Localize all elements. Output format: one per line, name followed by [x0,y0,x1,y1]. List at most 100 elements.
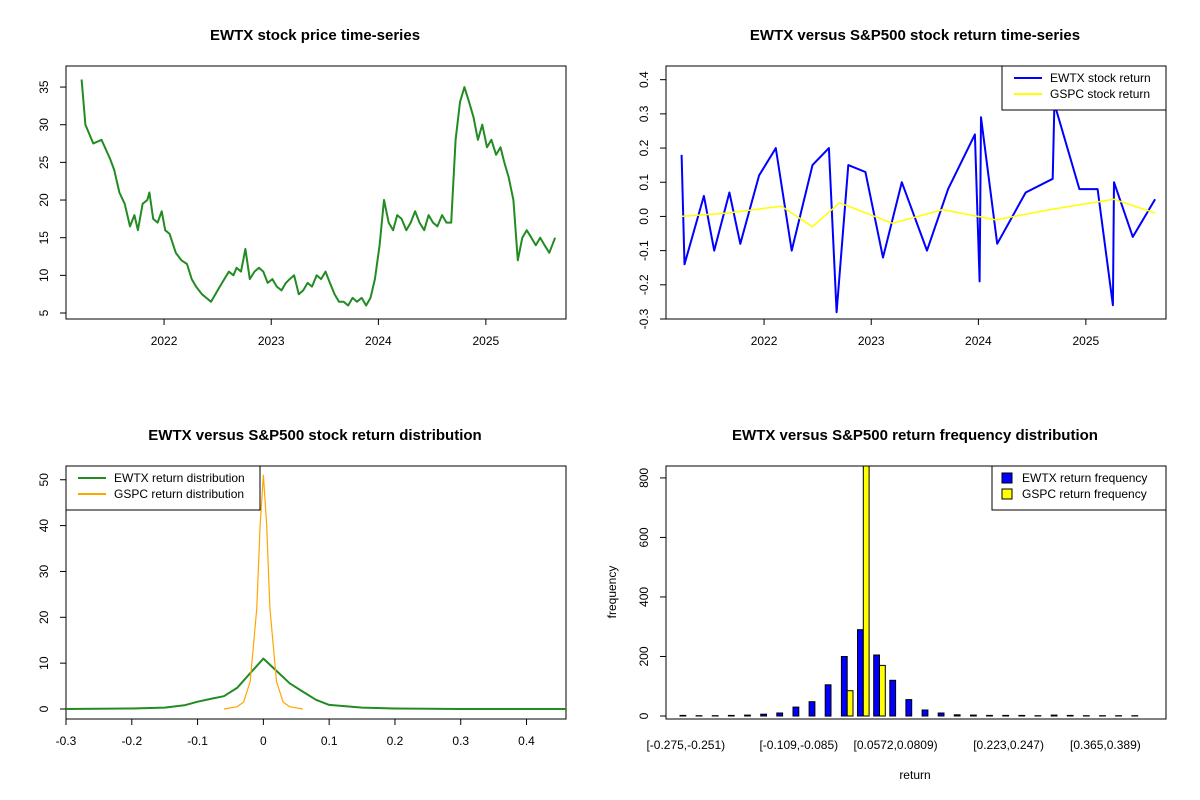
y-tick-label: -0.1 [637,240,651,261]
y-tick-label: -0.2 [637,274,651,295]
panel-returns: EWTX versus S&P500 stock return time-ser… [637,27,1167,348]
legend-label: GSPC return distribution [114,487,244,501]
ewtx-bar [824,684,832,717]
x-tick-label: 2022 [151,334,178,348]
chart-title: EWTX versus S&P500 stock return time-ser… [750,27,1080,44]
y-tick-label: 0 [37,705,51,712]
ewtx-bar [840,656,848,717]
y-tick-label: 0.1 [637,174,651,191]
gspc-density-line [223,474,303,710]
ewtx-bar [1050,714,1058,717]
ewtx-return-line [680,102,1156,314]
legend-box [65,465,261,511]
ewtx-bar [986,714,993,717]
ewtx-bar [727,714,735,717]
x-tick-label: 0 [260,734,267,748]
data-layer [65,474,566,710]
legend-label: GSPC return frequency [1022,487,1147,501]
legend: EWTX return frequency GSPC return frequen… [991,465,1167,511]
gspc-bar [879,664,886,717]
y-tick-label: 800 [637,468,651,488]
x-axis-label: return [899,768,930,782]
y-tick-label: 15 [37,231,51,245]
gspc-return-line [681,198,1156,228]
x-tick-label: 2023 [858,334,885,348]
axes: 2022 2023 2024 2025 -0.3 -0.2 -0.1 0.0 0.1 0.2 0.3… [637,71,1100,348]
x-tick-label: 0.3 [452,734,469,748]
ewtx-bar [953,714,961,717]
data-layer [80,79,557,307]
ewtx-bar [776,712,784,717]
x-tick-label: [-0.109,-0.085) [759,738,838,752]
y-tick-label: 40 [37,519,51,533]
x-tick-label: [0.0572,0.0809) [854,738,938,752]
x-tick-label: 0.4 [518,734,535,748]
x-tick-label: 0.2 [387,734,404,748]
legend-label: EWTX return frequency [1022,471,1147,485]
panel-density: EWTX versus S&P500 stock return distribu… [37,427,567,748]
chart-title: EWTX versus S&P500 stock return distribu… [148,427,481,444]
axes: -0.3 -0.2 -0.1 0 0.1 0.2 0.3 0.4 0 10 20 30 40 50 [37,473,535,748]
ewtx-bar [1066,714,1074,717]
ewtx-bar [889,679,897,717]
plot-frame [665,65,1167,320]
y-tick-label: 20 [37,610,51,624]
y-tick-label: 400 [637,587,651,607]
chart-title: EWTX stock price time-series [210,27,420,44]
x-tick-label: -0.1 [187,734,208,748]
y-tick-label: 30 [37,564,51,578]
plot-frame [665,465,1167,720]
x-tick-label: 0.1 [321,734,338,748]
y-tick-label: 0 [637,712,651,719]
y-tick-label: 30 [37,118,51,132]
legend-swatch [1001,488,1013,500]
ewtx-bar [857,629,864,717]
x-tick-label: 2024 [365,334,392,348]
ewtx-bar [808,701,816,717]
y-tick-label: 5 [37,309,51,316]
ewtx-bar [792,706,800,717]
y-tick-label: 20 [37,193,51,207]
gspc-bar [846,690,854,717]
x-tick-label: 2022 [751,334,778,348]
legend: EWTX stock return GSPC stock return [1001,65,1167,111]
ewtx-bar [744,714,751,717]
x-tick-label: 2023 [258,334,285,348]
y-tick-label: 0.2 [637,139,651,156]
plot-frame [65,65,567,320]
ewtx-bar [921,709,929,717]
y-tick-label: 0.0 [637,208,651,225]
y-tick-label: 50 [37,473,51,487]
legend: EWTX return distribution GSPC return dist… [65,465,261,511]
legend-label: GSPC stock return [1050,87,1150,101]
y-tick-label: 0.3 [637,105,651,122]
y-axis-label: frequency [605,566,619,619]
legend-box [1001,65,1167,111]
ewtx-bar [679,714,687,717]
plot-frame [65,465,567,720]
y-tick-label: 35 [37,80,51,94]
x-tick-label: -0.3 [56,734,77,748]
x-tick-label: [0.223,0.247) [973,738,1044,752]
y-tick-label: -0.3 [637,308,651,329]
x-tick-label: 2025 [1072,334,1099,348]
legend-swatch [1001,472,1013,484]
x-tick-label: -0.2 [121,734,142,748]
y-tick-label: 10 [37,656,51,670]
legend-label: EWTX stock return [1050,71,1151,85]
ewtx-bar [970,714,977,717]
chart-title: EWTX versus S&P500 return frequency dist… [732,427,1098,444]
data-layer [679,465,1139,717]
data-layer [680,102,1156,314]
ewtx-bar [1002,714,1010,717]
price-line [80,79,557,307]
y-tick-label: 600 [637,527,651,547]
y-tick-label: 25 [37,155,51,169]
y-tick-label: 10 [37,268,51,282]
ewtx-bar [760,713,768,717]
ewtx-bar [1018,714,1026,717]
ewtx-bar [873,654,881,717]
legend-box [991,465,1167,511]
panel-price: EWTX stock price time-series 2022 2023 202… [37,27,567,348]
